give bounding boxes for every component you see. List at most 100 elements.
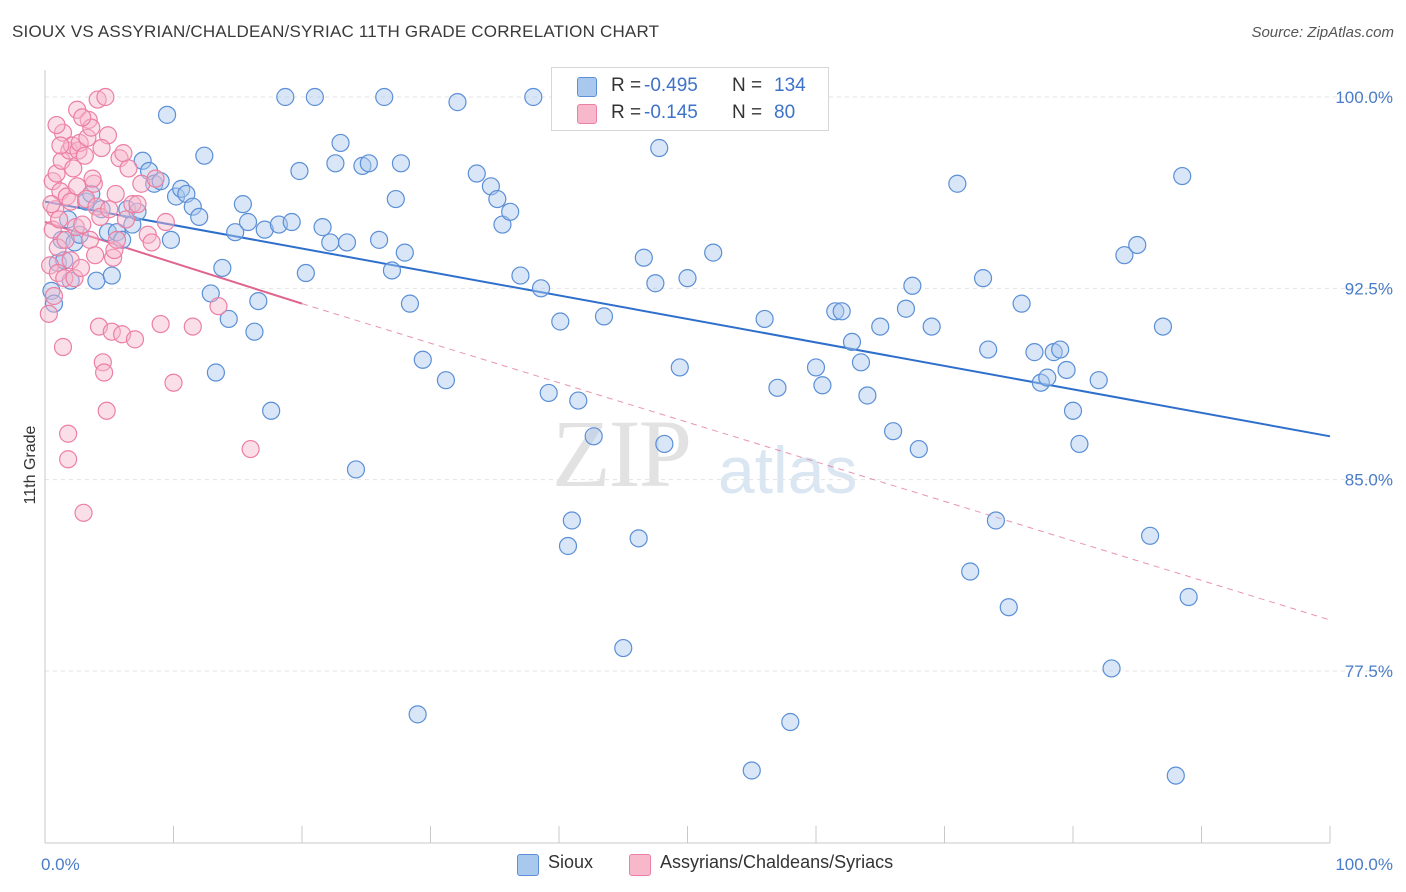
assyrian-point [59,424,78,443]
trend-lines [44,200,1331,621]
sioux-point [1179,587,1198,607]
assyrian-point [64,159,83,178]
assyrian-point [123,195,142,214]
sioux-point [313,218,332,237]
sioux-point [1057,360,1076,380]
x-tick-label: 100.0% [1335,855,1393,874]
assyrian-point [59,450,78,469]
assyrian-point [74,503,93,522]
watermark-atlas: atlas [718,433,858,507]
legend-r-label: R = [611,102,642,123]
sioux-swatch-icon [577,77,597,97]
y-tick-label: 100.0% [1335,88,1393,107]
sioux-point [1051,340,1070,359]
sioux-point [386,189,405,209]
source-label: Source: ZipAtlas.com [1251,24,1394,41]
assyrian-point [164,373,183,392]
assyrian-point [61,251,80,270]
assyrian-point [86,246,105,265]
sioux-point [183,197,202,216]
sioux-point [305,87,324,107]
sioux-point [44,294,64,313]
sioux-point [826,302,845,321]
sioux-point [832,302,851,321]
assyrian-point [116,210,136,229]
sioux-point [1012,294,1031,313]
sioux-point [569,391,588,410]
assyrian-point [39,304,58,323]
assyrian-point [82,118,101,137]
sioux-point [903,276,922,295]
sioux-point [391,154,411,173]
sioux-point [704,243,723,262]
sioux-point [213,258,232,278]
assyrian-point [44,286,64,306]
assyrian-point [73,108,92,127]
y-axis-label: 11th Grade [22,425,39,504]
y-tick-label: 92.5% [1345,279,1393,298]
sioux-point [1038,368,1057,387]
sioux-point [629,529,648,548]
sioux-point [359,154,378,173]
assyrian-point [146,169,165,188]
sioux-point [1166,766,1185,785]
assyrian-trend-extension [301,303,1331,621]
assyrian-point [61,192,80,211]
sioux-point [922,317,941,336]
sioux-point [282,212,301,232]
sioux-point [851,353,871,372]
sioux-point [781,712,800,732]
legend-n-label: N = [732,75,763,96]
assyrian-point [55,269,74,288]
sioux-point [467,164,486,183]
assyrian-point [53,337,73,357]
legend-r-label: R = [611,75,642,96]
sioux-point [375,87,394,107]
sioux-point [238,212,258,232]
sioux-point [92,200,111,219]
assyrian-point [56,230,75,249]
correlation-legend: R = -0.495 N = 134 R = -0.145 N = 80 [551,67,829,131]
sioux-point [190,207,209,227]
assyrian-point [43,220,62,239]
sioux-point [151,172,170,191]
assyrian-point [125,330,145,349]
sioux-point [276,87,295,107]
sioux-point [768,378,787,397]
sioux-point [262,401,281,420]
assyrian-point [78,128,97,147]
sioux-point [249,291,268,311]
assyrian-point [80,230,100,249]
sioux-point [511,266,530,285]
sioux-point [112,230,132,249]
sioux-point [961,562,980,581]
legend-n-value: 134 [774,75,806,96]
watermark-zip: ZIP [552,400,692,507]
sioux-point [1025,343,1044,362]
sioux-point [331,133,350,153]
sioux-point [531,279,551,298]
sioux-point [382,261,402,280]
sioux-point [172,179,191,198]
sioux-point [742,761,761,780]
sioux-point [755,309,774,329]
tick-labels: 100.0% 92.5% 85.0% 77.5% 0.0% 100.0% [41,88,1393,874]
assyrian-point [151,314,170,334]
sioux-point [524,87,543,107]
sioux-point [87,271,106,290]
sioux-point [973,269,993,288]
sioux-point [219,309,238,329]
assyrian-point [128,195,147,214]
sioux-point [206,363,226,382]
legend-row-sioux: R = -0.495 N = 134 [552,74,828,100]
sioux-point [326,154,345,173]
sioux-point [290,161,309,181]
sioux-point [255,220,274,239]
legend-r-value: -0.145 [644,102,698,123]
sioux-point [346,460,366,479]
sioux-point [584,427,603,446]
assyrian-point [51,136,70,155]
legend-row-assyrians: R = -0.145 N = 80 [552,101,828,127]
sioux-point [883,422,903,441]
sioux-point [1070,434,1089,454]
